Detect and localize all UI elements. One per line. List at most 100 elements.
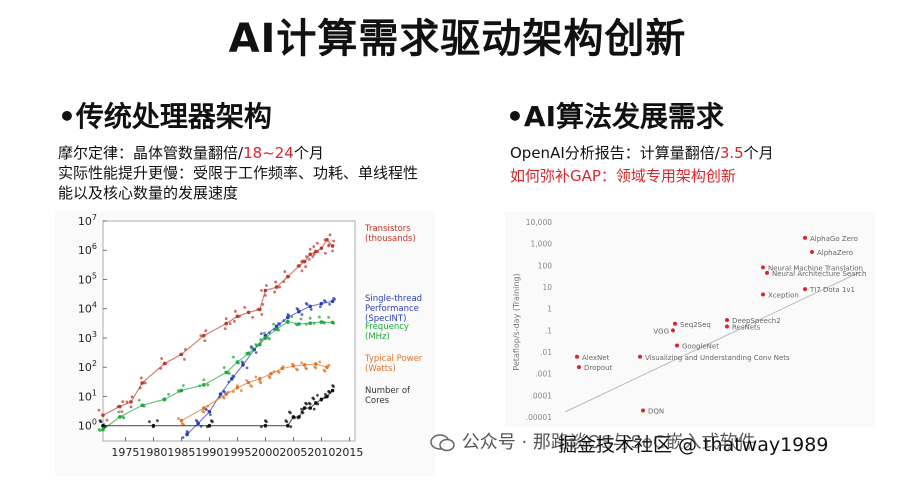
- x-tick-label: 1975: [111, 446, 139, 459]
- data-point: [249, 384, 253, 387]
- left-desc-line2: 实际性能提升更慢：受限于工作频率、功耗、单线程性: [58, 164, 419, 182]
- data-point: [273, 290, 276, 294]
- data-point: [258, 380, 262, 384]
- data-point: [160, 357, 163, 360]
- point-label: Seq2Seq: [680, 321, 711, 329]
- data-point: [183, 357, 186, 361]
- data-point: [311, 396, 315, 400]
- data-point: [318, 315, 321, 319]
- data-point: [810, 250, 814, 255]
- x-tick-label: 1980: [139, 446, 167, 459]
- y-tick-label: 1,000: [531, 240, 553, 249]
- point-label: Visualizing and Understanding Conv Nets: [645, 354, 790, 362]
- y-tick-label: 104: [78, 301, 97, 316]
- data-point: [316, 241, 319, 245]
- data-point: [278, 285, 281, 289]
- point-label: ResNets: [732, 324, 761, 332]
- data-point: [331, 249, 334, 253]
- x-tick-label: 2005: [279, 446, 307, 459]
- data-point: [97, 428, 101, 431]
- data-point: [328, 302, 331, 306]
- data-point: [309, 308, 313, 311]
- data-point: [125, 400, 129, 404]
- data-point: [234, 309, 237, 313]
- data-point: [201, 409, 205, 413]
- data-point: [307, 401, 311, 405]
- data-point: [308, 247, 312, 251]
- data-point: [725, 317, 729, 322]
- watermark-label: 公众号 · 那路谈OS与SoC嵌入式软件: [461, 432, 756, 453]
- data-point: [312, 407, 316, 411]
- right-desc-line2: 如何弥补GAP：领域专用架构创新: [510, 167, 736, 185]
- data-point: [299, 317, 303, 321]
- data-point: [673, 321, 677, 326]
- data-point: [304, 265, 307, 268]
- data-point: [289, 425, 293, 429]
- point-label: GoogleNet: [682, 342, 719, 350]
- data-point: [324, 251, 327, 255]
- data-point: [291, 362, 294, 366]
- series-3: [177, 360, 331, 426]
- data-point: [98, 419, 102, 423]
- data-point: [223, 327, 227, 331]
- data-point: [332, 296, 335, 300]
- x-tick-label: 2000: [251, 446, 279, 459]
- y-tick-label: 10: [542, 283, 552, 292]
- legend-label: Single-thread Performance (SpecINT): [365, 294, 422, 324]
- point-label: DQN: [648, 407, 664, 415]
- processor-trend-svg: 107 106 105 104 103 102 101 100 1975 1980 1985 1990…: [78, 213, 423, 459]
- data-point: [261, 302, 265, 306]
- data-point: [233, 319, 236, 323]
- data-point: [316, 402, 320, 406]
- y-tick-label: 1: [547, 305, 552, 314]
- right-desc-highlight: 3.5: [719, 144, 744, 162]
- point-label: VGG: [653, 327, 669, 335]
- data-point: [148, 420, 151, 424]
- data-point: [304, 366, 307, 370]
- data-point: [272, 322, 275, 326]
- data-point: [243, 305, 247, 309]
- data-point: [129, 405, 133, 409]
- data-point: [725, 324, 729, 329]
- trend-line: [102, 238, 334, 416]
- data-point: [330, 299, 335, 304]
- data-point: [761, 265, 765, 270]
- data-point: [199, 334, 203, 338]
- data-point: [295, 367, 298, 371]
- page-title: AI计算需求驱动架构创新: [228, 16, 687, 62]
- data-point: [290, 315, 294, 319]
- y-tick-label: .01: [540, 348, 552, 357]
- data-point: [203, 339, 207, 343]
- data-point: [105, 418, 109, 422]
- legend-label: Number of Cores: [365, 386, 411, 406]
- left-desc-highlight: 18~24: [243, 144, 294, 162]
- data-point: [251, 315, 255, 319]
- data-point: [185, 430, 189, 433]
- data-point: [222, 366, 226, 369]
- left-desc-line1: 摩尔定律：晶体管数量翻倍/18~24个月: [58, 144, 324, 162]
- right-desc-line1: OpenAI分析报告：计算量翻倍/3.5个月: [510, 144, 774, 162]
- data-point: [204, 329, 208, 333]
- data-point: [331, 384, 334, 387]
- x-tick-label: 2010: [307, 446, 335, 459]
- series-0: [97, 233, 335, 422]
- data-point: [254, 351, 258, 355]
- data-point: [575, 354, 579, 359]
- data-point: [327, 363, 331, 367]
- y-tick-label: 10,000: [526, 218, 552, 227]
- point-label: Dropout: [584, 364, 613, 372]
- data-point: [803, 235, 807, 240]
- data-point: [283, 270, 287, 274]
- data-point: [765, 270, 769, 275]
- data-point: [307, 257, 311, 261]
- processor-trend-chart: 107 106 105 104 103 102 101 100 1975 1980 1985 1990…: [55, 211, 435, 476]
- data-point: [319, 305, 322, 308]
- data-point: [304, 401, 307, 405]
- trend-line: [103, 390, 334, 427]
- y-tick-label: 107: [78, 213, 97, 228]
- data-point: [143, 381, 147, 385]
- data-point: [313, 365, 317, 369]
- data-point: [327, 316, 330, 319]
- point-label: Xception: [768, 292, 799, 300]
- data-point: [281, 365, 285, 368]
